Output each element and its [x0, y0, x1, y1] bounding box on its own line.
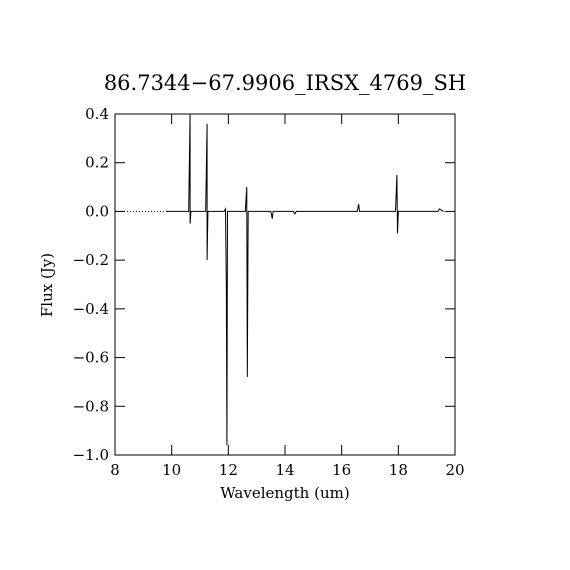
- y-tick-label: 0.0: [85, 202, 109, 220]
- y-tick-label: −1.0: [73, 446, 109, 464]
- y-tick-label: −0.2: [73, 251, 109, 269]
- y-axis-label: Flux (Jy): [38, 253, 56, 317]
- x-tick-label: 14: [275, 461, 294, 479]
- y-tick-label: −0.4: [73, 300, 109, 318]
- y-tick-label: 0.2: [85, 154, 109, 172]
- x-axis-label: Wavelength (um): [220, 484, 349, 502]
- y-tick-label: 0.4: [85, 105, 109, 123]
- x-tick-label: 8: [110, 461, 120, 479]
- x-tick-label: 10: [162, 461, 181, 479]
- y-tick-label: −0.8: [73, 397, 109, 415]
- plot-frame: [114, 113, 456, 456]
- spectrum-line: [166, 114, 444, 446]
- y-tick-label: −0.6: [73, 349, 109, 367]
- x-tick-label: 16: [332, 461, 351, 479]
- x-tick-label: 18: [389, 461, 408, 479]
- x-tick-label: 12: [219, 461, 238, 479]
- x-tick-label: 20: [445, 461, 464, 479]
- chart-title: 86.7344−67.9906_IRSX_4769_SH: [104, 71, 466, 95]
